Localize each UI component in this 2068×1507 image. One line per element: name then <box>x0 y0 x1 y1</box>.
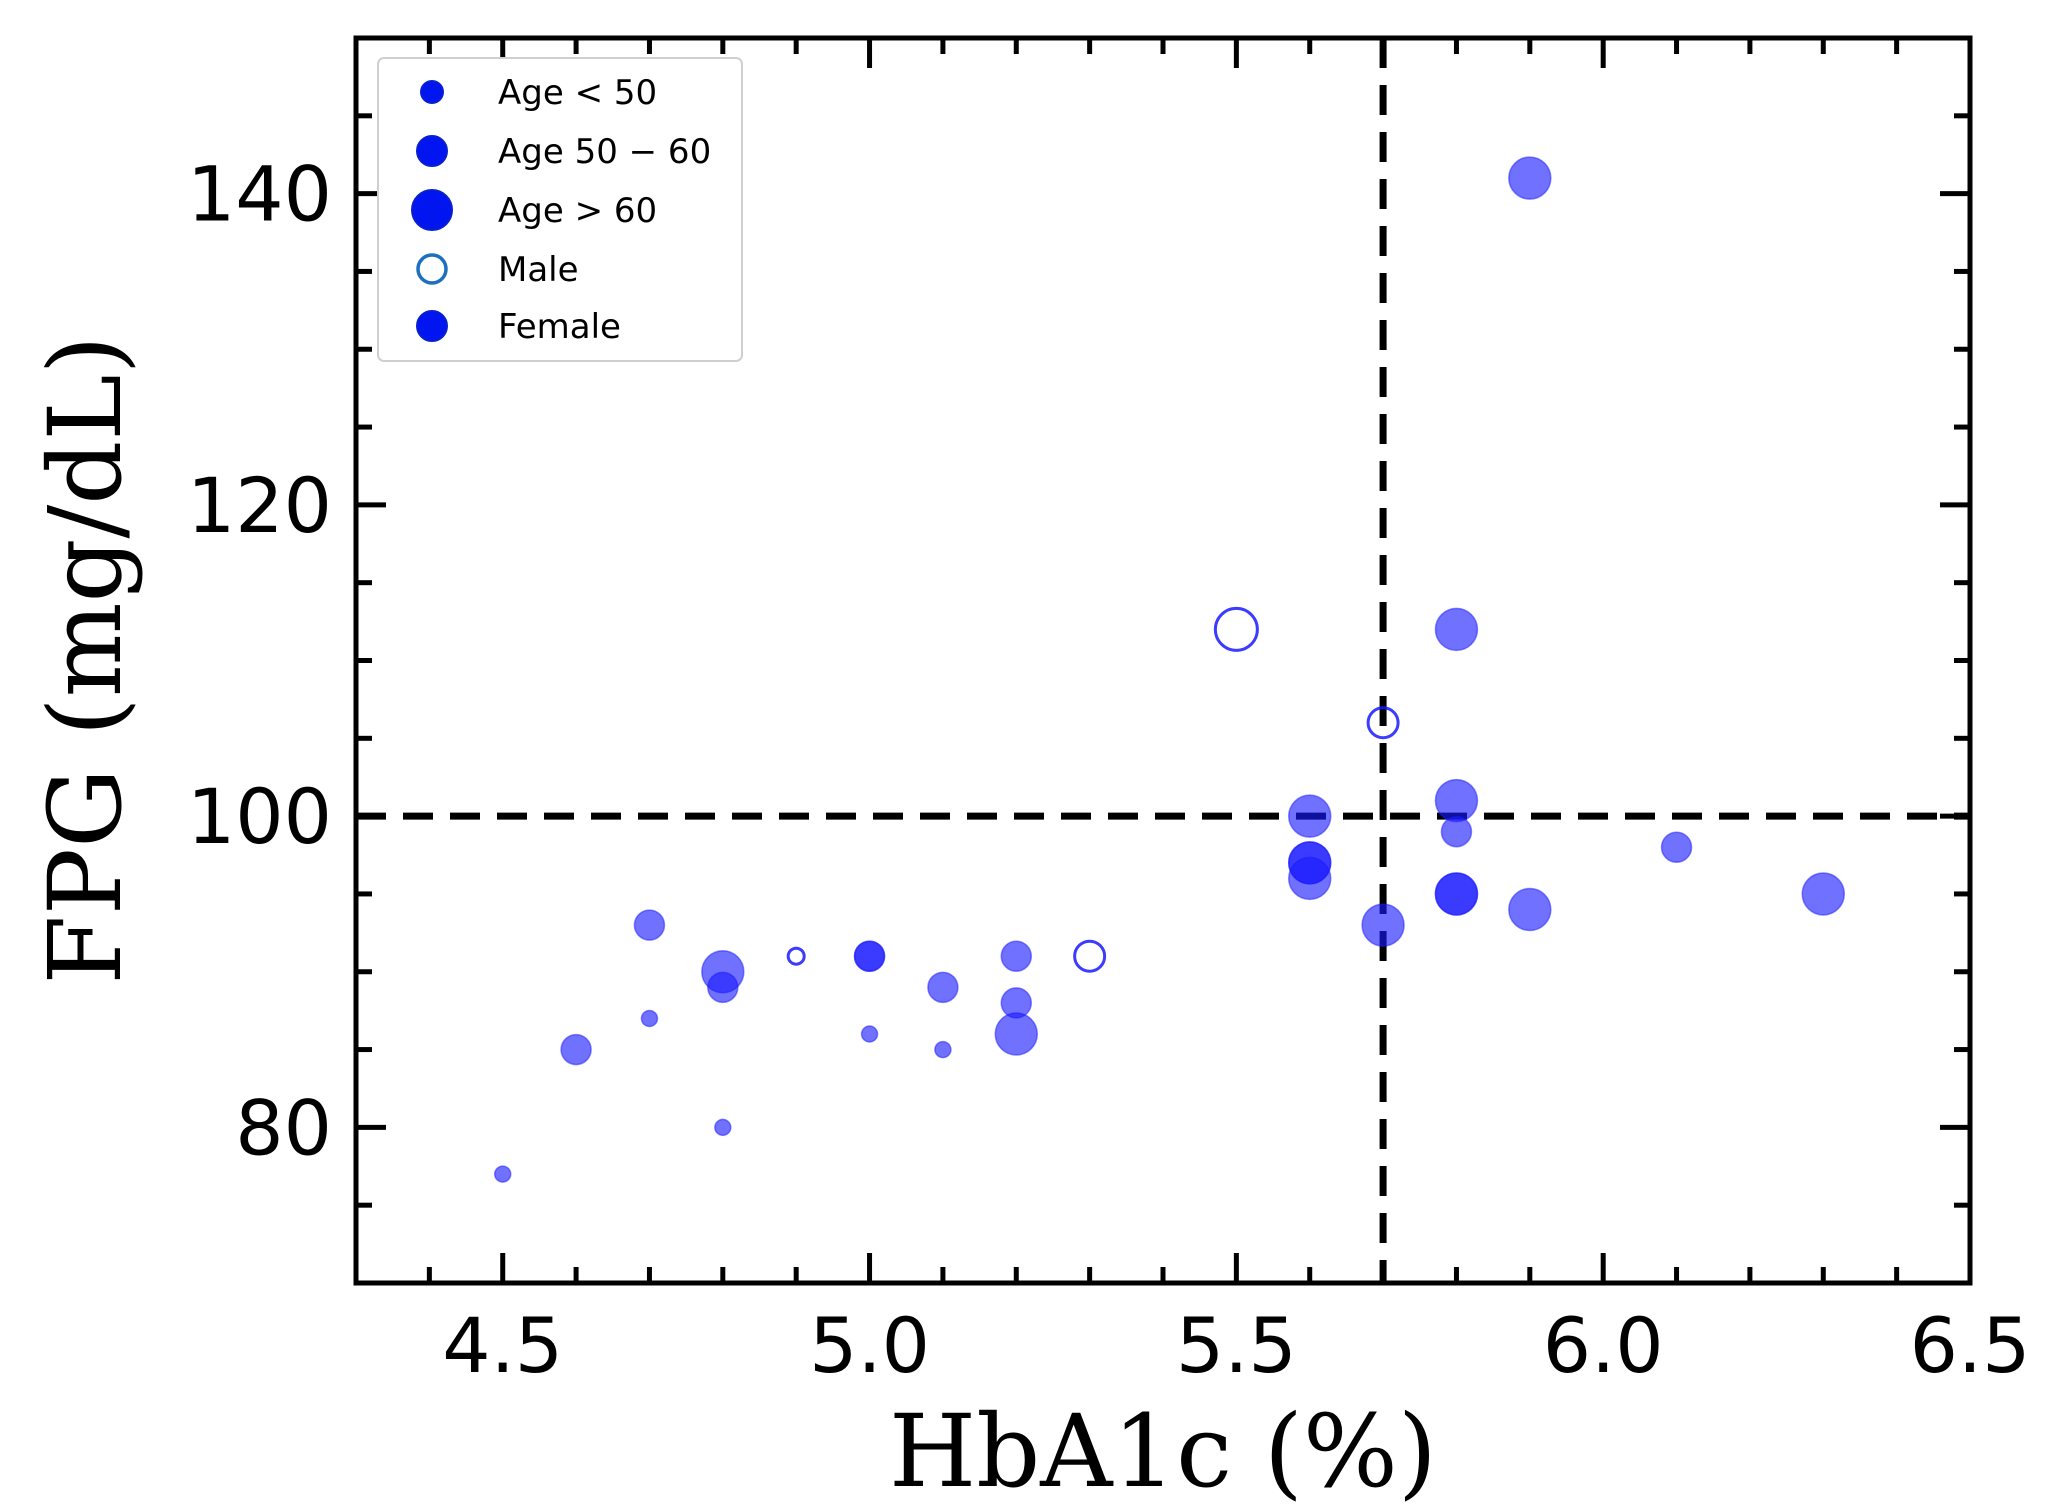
legend-marker <box>416 253 448 285</box>
scatter-point <box>786 946 806 966</box>
scatter-point <box>1660 831 1693 863</box>
scatter-point <box>1434 607 1479 652</box>
scatter-point <box>994 1012 1039 1056</box>
scatter-point <box>1801 872 1846 916</box>
scatter-point <box>560 1033 592 1066</box>
x-axis-tick-labels: 4.5 5.0 5.5 6.0 6.5 <box>442 1301 2030 1390</box>
legend-label: Age < 50 <box>498 73 657 113</box>
threshold-lines <box>356 38 1970 1283</box>
scatter-point <box>853 940 886 972</box>
legend-box <box>377 57 743 362</box>
legend-marker <box>411 189 453 231</box>
legend: Age < 50 Age 50 − 60 Age > 60 Male Female <box>377 57 743 362</box>
legend-marker <box>416 135 448 167</box>
scatter-point <box>1073 939 1107 973</box>
legend-label: Male <box>498 250 579 290</box>
legend-marker <box>420 80 444 104</box>
legend-marker <box>416 310 448 342</box>
tick-marks <box>353 35 1973 1286</box>
scatter-point <box>640 1009 659 1028</box>
scatter-point <box>1440 815 1473 848</box>
y-axis-title: FPG (mg/dL) <box>27 335 144 984</box>
scatter-point <box>934 1040 952 1059</box>
scatter-point <box>1000 940 1033 972</box>
scatter-point <box>1434 872 1479 916</box>
y-tick-label: 100 <box>187 772 332 861</box>
x-tick-label: 6.0 <box>1543 1301 1664 1390</box>
scatter-point <box>860 1025 879 1043</box>
x-axis-title: HbA1c (%) <box>889 1393 1437 1507</box>
scatter-point <box>1287 856 1332 901</box>
plot-area-frame <box>353 35 1973 1286</box>
scatter-point <box>1434 778 1479 823</box>
scatter-point <box>1508 887 1552 932</box>
data-points <box>493 156 1846 1183</box>
y-tick-label: 80 <box>235 1083 332 1172</box>
y-tick-label: 140 <box>187 150 332 239</box>
legend-label: Age 50 − 60 <box>498 132 711 172</box>
y-axis-tick-labels: 80 100 120 140 <box>187 150 332 1173</box>
x-tick-label: 6.5 <box>1910 1301 2031 1390</box>
legend-label: Age > 60 <box>498 191 657 231</box>
y-tick-label: 120 <box>187 461 332 550</box>
x-tick-label: 5.0 <box>809 1301 930 1390</box>
scatter-point <box>1361 903 1405 947</box>
scatter-point <box>927 971 959 1004</box>
scatter-point <box>493 1165 512 1183</box>
scatter-point <box>714 1118 732 1137</box>
scatter-point <box>1508 156 1552 200</box>
scatter-point <box>1213 606 1259 652</box>
legend-label: Female <box>498 307 621 347</box>
scatter-point <box>1287 794 1332 838</box>
scatter-point <box>1366 706 1400 740</box>
x-tick-label: 4.5 <box>442 1301 563 1390</box>
scatter-point <box>707 971 739 1004</box>
x-tick-label: 5.5 <box>1176 1301 1297 1390</box>
scatter-point <box>633 909 666 941</box>
